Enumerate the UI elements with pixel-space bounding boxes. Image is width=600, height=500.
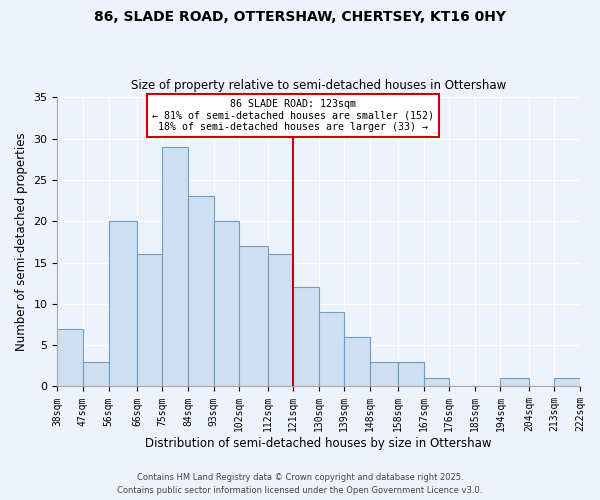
Text: 86, SLADE ROAD, OTTERSHAW, CHERTSEY, KT16 0HY: 86, SLADE ROAD, OTTERSHAW, CHERTSEY, KT1…	[94, 10, 506, 24]
Title: Size of property relative to semi-detached houses in Ottershaw: Size of property relative to semi-detach…	[131, 79, 506, 92]
Bar	[214, 221, 239, 386]
Bar	[163, 147, 188, 386]
X-axis label: Distribution of semi-detached houses by size in Ottershaw: Distribution of semi-detached houses by …	[145, 437, 492, 450]
Y-axis label: Number of semi-detached properties: Number of semi-detached properties	[15, 132, 28, 351]
Bar	[137, 254, 163, 386]
Bar	[554, 378, 580, 386]
Text: 86 SLADE ROAD: 123sqm
← 81% of semi-detached houses are smaller (152)
18% of sem: 86 SLADE ROAD: 123sqm ← 81% of semi-deta…	[152, 99, 434, 132]
Bar	[319, 312, 344, 386]
Bar	[500, 378, 529, 386]
Bar	[344, 337, 370, 386]
Bar	[83, 362, 109, 386]
Bar	[268, 254, 293, 386]
Bar	[398, 362, 424, 386]
Bar	[370, 362, 398, 386]
Bar	[188, 196, 214, 386]
Bar	[58, 328, 83, 386]
Bar	[293, 288, 319, 386]
Text: Contains HM Land Registry data © Crown copyright and database right 2025.
Contai: Contains HM Land Registry data © Crown c…	[118, 474, 482, 495]
Bar	[239, 246, 268, 386]
Bar	[109, 221, 137, 386]
Bar	[424, 378, 449, 386]
